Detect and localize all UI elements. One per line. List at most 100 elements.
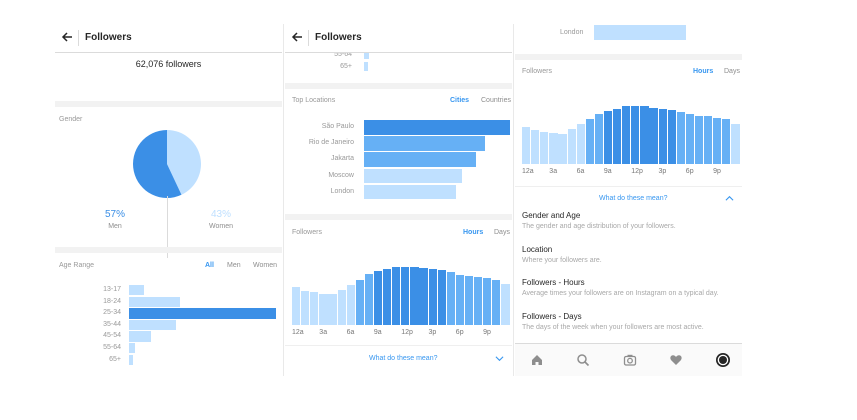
help-divider [515, 186, 742, 187]
hour-bar [401, 266, 410, 325]
header-divider [78, 30, 79, 46]
hour-bar [474, 276, 483, 325]
hour-bar [685, 114, 695, 164]
age-tab-all[interactable]: All [205, 262, 214, 269]
hour-tick-label: 6p [455, 329, 464, 336]
hour-tick-label: 3a [549, 168, 558, 175]
home-icon[interactable] [530, 353, 544, 367]
hour-tick-label: 3a [319, 329, 328, 336]
hour-bar [392, 266, 401, 325]
section-separator [285, 83, 512, 89]
location-label: São Paulo [321, 123, 354, 130]
age-range-bar [129, 296, 181, 307]
hour-bar [364, 273, 374, 325]
hour-bar [567, 129, 576, 164]
location-bar [364, 168, 462, 184]
women-label: Women [209, 223, 233, 230]
chevron-down-icon[interactable] [495, 354, 504, 363]
hour-bar [492, 279, 501, 325]
age-range-bar [129, 319, 177, 331]
hour-bar [301, 290, 310, 325]
hour-bar [667, 110, 676, 164]
hour-bar [594, 113, 604, 164]
hour-tick-label: 12p [631, 168, 643, 175]
hour-bar [722, 119, 731, 164]
followers-count: 62,076 followers [135, 59, 202, 69]
section-separator [55, 247, 282, 253]
location-label: Rio de Janeiro [308, 139, 354, 147]
age-range-label: 18-24 [103, 297, 121, 305]
hour-bar [410, 266, 419, 325]
age-tab-men[interactable]: Men [227, 262, 241, 269]
hour-bar [310, 292, 319, 325]
hour-tick-label: 9a [373, 329, 382, 336]
tab-cities[interactable]: Cities [450, 97, 470, 104]
hour-bar [713, 117, 722, 164]
definition-title: Gender and Age [522, 211, 581, 220]
location-label: London [330, 187, 354, 195]
location-bar-london [594, 25, 686, 40]
location-bar [364, 136, 486, 151]
panel-definitions: London Followers Hours Days 12a 3a 6a 9a 12p… [515, 24, 742, 376]
hour-tick-label: 6a [346, 329, 355, 336]
help-link[interactable]: What do these mean? [369, 355, 438, 362]
panel-followers-overview: Followers 62,076 followers Gender 57% Me… [55, 24, 282, 376]
back-arrow-icon[interactable] [289, 29, 305, 45]
panel-locations-hours: 55-64 65+ Followers Top Locations Cities… [285, 24, 512, 376]
hour-bar [613, 108, 622, 164]
hour-bar [694, 115, 704, 164]
chevron-up-icon[interactable] [725, 194, 734, 203]
header: Followers [285, 24, 512, 53]
hour-tick-label: 6a [576, 168, 585, 175]
tab-days[interactable]: Days [724, 68, 740, 75]
hour-bar [649, 107, 658, 164]
back-arrow-icon[interactable] [59, 29, 75, 45]
page-title: Followers [315, 32, 362, 43]
men-percent: 57% [104, 209, 125, 220]
hour-bar [576, 124, 585, 164]
hour-bar [531, 130, 540, 164]
top-locations-label: Top Locations [292, 97, 336, 104]
location-label: Jakarta [331, 155, 354, 163]
age-range-bar [129, 308, 276, 319]
age-tab-women[interactable]: Women [253, 262, 277, 269]
gender-pie-chart [133, 130, 201, 198]
hour-bar [731, 123, 740, 164]
hour-bar [622, 106, 631, 164]
age-tail-bar [364, 50, 369, 59]
definition-desc: Where your followers are. [522, 257, 602, 264]
tab-days[interactable]: Days [494, 229, 510, 236]
location-bar [364, 152, 477, 167]
heart-icon[interactable] [669, 353, 683, 367]
help-link[interactable]: What do these mean? [599, 195, 668, 202]
tab-hours[interactable]: Hours [463, 229, 484, 236]
hour-tick-label: 9a [603, 168, 612, 175]
age-range-label: 35-44 [103, 320, 121, 328]
camera-icon[interactable] [623, 353, 637, 367]
page-title: Followers [85, 32, 132, 43]
hour-bar [355, 279, 364, 325]
hour-bar [631, 106, 640, 164]
definition-title: Location [522, 245, 553, 254]
profile-icon[interactable] [715, 352, 731, 368]
age-tail-label: 65+ [340, 63, 352, 70]
hour-bar [501, 284, 510, 325]
hour-bar [522, 126, 531, 164]
hour-tick-label: 3p [428, 329, 437, 336]
hour-tick-label: 12a [522, 168, 534, 175]
header-divider [308, 30, 309, 46]
tab-countries[interactable]: Countries [481, 97, 511, 104]
age-range-bar [129, 354, 134, 365]
age-range-bar [129, 331, 152, 342]
hour-bar [658, 108, 667, 164]
definition-title: Followers - Hours [522, 278, 585, 287]
hour-bar [437, 270, 446, 325]
tab-hours[interactable]: Hours [693, 68, 714, 75]
hour-bar [455, 274, 465, 325]
age-range-label: 45-54 [103, 332, 121, 340]
definition-desc: The days of the week when your followers… [522, 324, 704, 331]
age-range-label: 13-17 [103, 286, 121, 293]
search-icon[interactable] [576, 353, 590, 367]
hour-bar [383, 268, 392, 325]
bottom-tab-bar [515, 343, 742, 376]
